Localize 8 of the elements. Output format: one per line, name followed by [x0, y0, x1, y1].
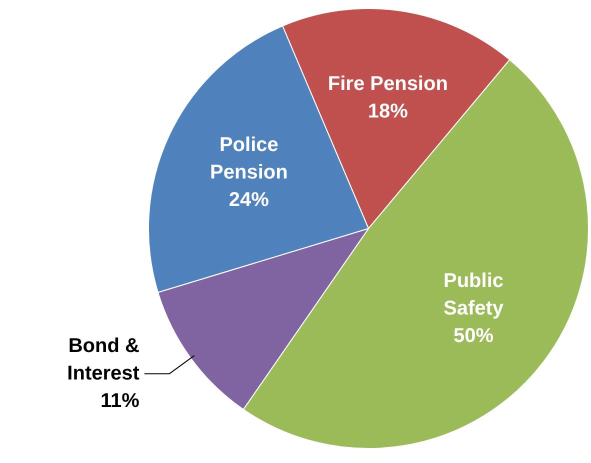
data-label: 50%	[454, 324, 494, 347]
slice-label: Fire Pension	[328, 73, 448, 96]
data-label: 24%	[228, 189, 270, 212]
slice-label: Public Safety	[444, 270, 504, 320]
slice-label: Bond & Interest	[67, 335, 140, 385]
slice-label: Police Pension	[210, 134, 288, 184]
data-label: 11%	[100, 390, 140, 412]
data-label: 18%	[368, 100, 408, 123]
